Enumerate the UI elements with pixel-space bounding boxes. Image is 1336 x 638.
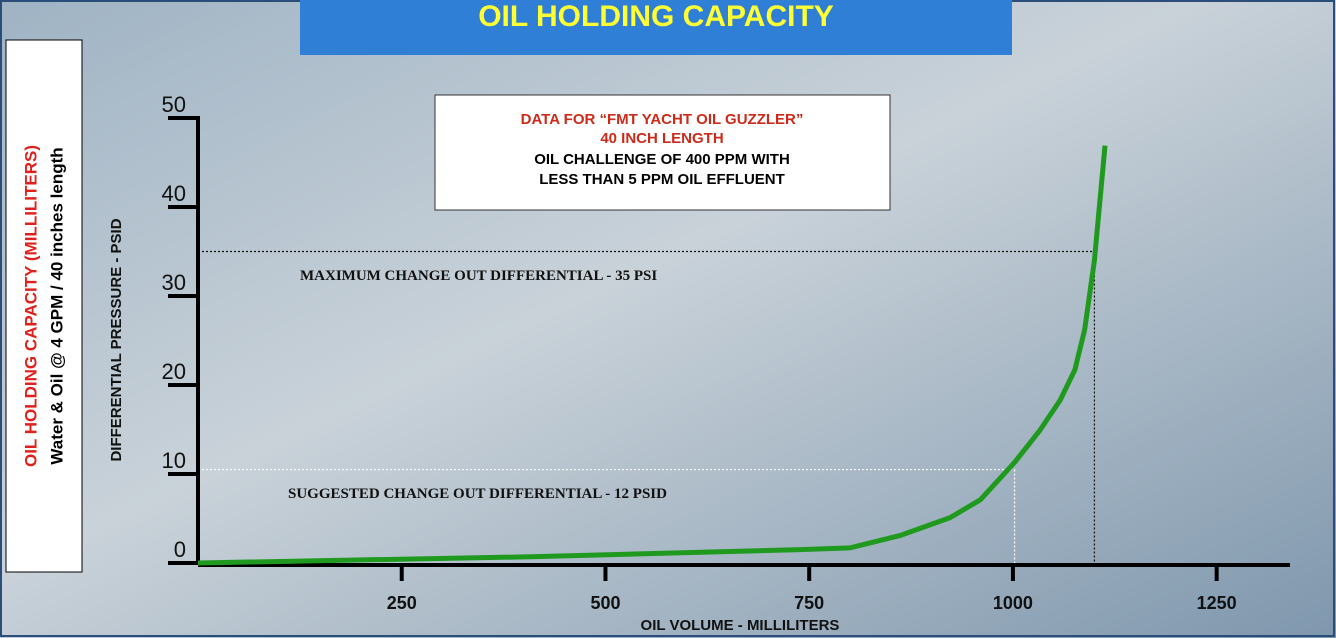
reference-label: MAXIMUM CHANGE OUT DIFFERENTIAL - 35 PSI bbox=[300, 268, 657, 284]
x-tick-label: 250 bbox=[387, 593, 417, 613]
side-label: OIL HOLDING CAPACITY (MILLILITERS) bbox=[21, 145, 40, 467]
x-tick-label: 1250 bbox=[1197, 593, 1237, 613]
y-tick-label: 40 bbox=[162, 181, 186, 206]
y-tick-label: 50 bbox=[162, 92, 186, 117]
y-tick-label: 20 bbox=[162, 359, 186, 384]
info-heading: 40 INCH LENGTH bbox=[600, 130, 723, 147]
x-tick-label: 500 bbox=[590, 593, 620, 613]
chart-title: OIL HOLDING CAPACITY bbox=[478, 0, 834, 33]
slide: OIL HOLDING CAPACITY OIL HOLDING CAPACIT… bbox=[0, 0, 1336, 638]
info-line: LESS THAN 5 PPM OIL EFFLUENT bbox=[539, 171, 785, 188]
reference-label: SUGGESTED CHANGE OUT DIFFERENTIAL - 12 P… bbox=[288, 486, 667, 502]
x-tick-label: 1000 bbox=[993, 593, 1033, 613]
x-tick-label: 750 bbox=[794, 593, 824, 613]
y-tick-label: 10 bbox=[162, 448, 186, 473]
side-label-box bbox=[6, 40, 82, 572]
info-line: OIL CHALLENGE OF 400 PPM WITH bbox=[534, 151, 790, 168]
y-tick-label: 30 bbox=[162, 270, 186, 295]
x-axis-label: OIL VOLUME - MILLILITERS bbox=[641, 617, 840, 634]
y-tick-label: 0 bbox=[174, 537, 186, 562]
info-heading: DATA FOR “FMT YACHT OIL GUZZLER” bbox=[521, 111, 804, 128]
side-label: Water & Oil @ 4 GPM / 40 inches length bbox=[47, 147, 66, 464]
y-axis-label: DIFFERENTIAL PRESSURE - PSID bbox=[108, 218, 125, 461]
